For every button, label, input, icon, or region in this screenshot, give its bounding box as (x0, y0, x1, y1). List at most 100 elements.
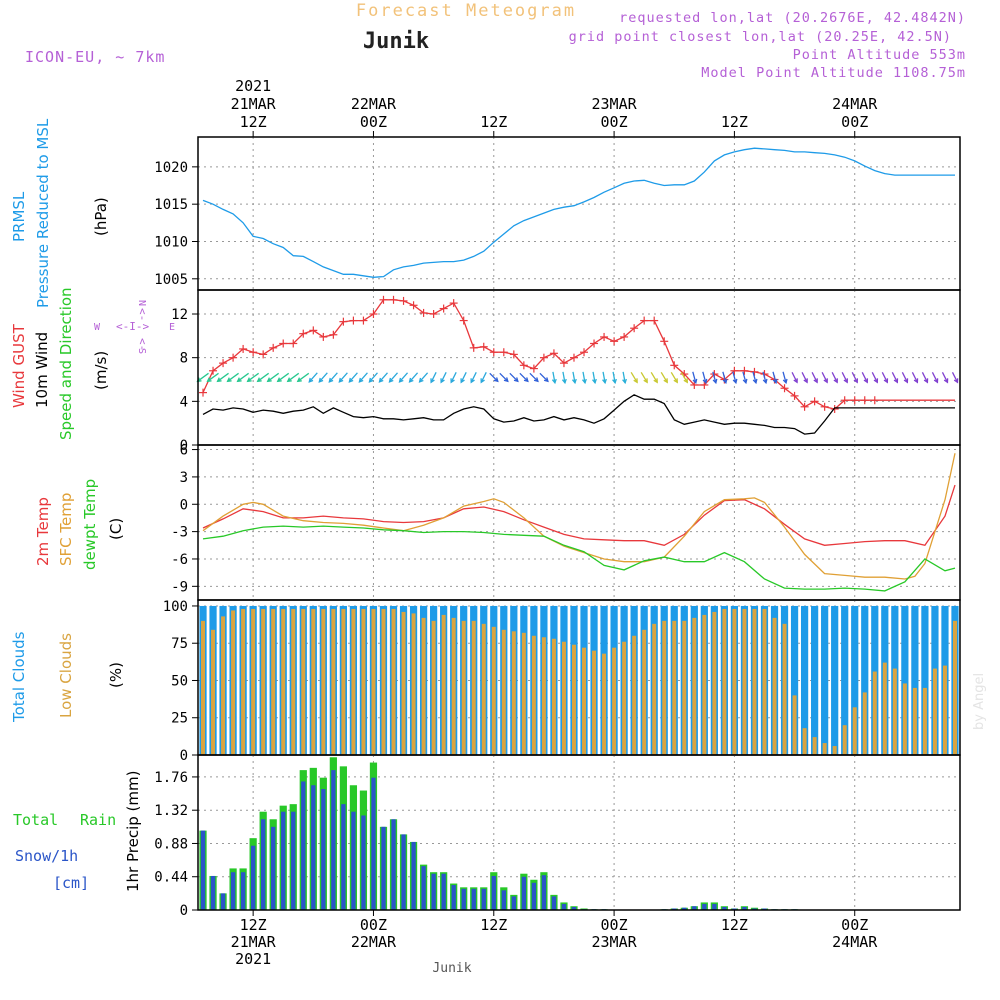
wind-arrow (742, 371, 748, 385)
bar-low-clouds (211, 629, 216, 755)
bar-snow (421, 866, 426, 910)
gust-marker (409, 301, 418, 310)
gust-marker (219, 359, 228, 368)
bar-low-clouds (792, 695, 797, 755)
location-name: Junik (363, 29, 429, 54)
bar-low-clouds (501, 629, 506, 755)
pressure-unit-label: (hPa) (92, 197, 110, 236)
bar-snow (281, 811, 286, 910)
bar-low-clouds (391, 608, 396, 755)
time-label-top: 23MAR (592, 95, 638, 113)
time-label-bottom: 2021 (235, 950, 271, 968)
wind-arrow (308, 372, 318, 383)
gust-marker (810, 397, 819, 406)
bar-low-clouds (772, 617, 777, 755)
bar-low-clouds (622, 641, 627, 755)
wind-arrow (246, 372, 260, 383)
bar-total-clouds (811, 605, 819, 755)
bar-low-clouds (592, 650, 597, 755)
gust-marker (379, 295, 388, 304)
y-tick-label: 1005 (154, 272, 188, 288)
bar-snow (762, 908, 767, 910)
wind-arrow (216, 372, 229, 383)
bar-snow (381, 826, 386, 910)
bar-snow (361, 815, 366, 910)
wind-arrow (368, 372, 378, 383)
bar-snow (712, 903, 717, 910)
bar-snow (431, 873, 436, 910)
gust-marker (590, 339, 599, 348)
wind-arrow (499, 372, 509, 383)
bar-low-clouds (461, 620, 466, 755)
time-label-top: 21MAR (231, 95, 277, 113)
bar-snow (220, 893, 226, 910)
wind-arrow (911, 372, 919, 384)
wind-arrow (460, 372, 467, 384)
gust-marker (319, 332, 328, 341)
gust-marker (660, 337, 669, 346)
bar-snow (481, 888, 486, 910)
gust-marker (459, 316, 468, 325)
bar-snow (521, 876, 527, 910)
clouds-unit-label: (%) (107, 662, 125, 688)
gust-marker (610, 337, 619, 346)
bar-low-clouds (551, 638, 556, 755)
bar-snow (210, 875, 216, 910)
bar-low-clouds (602, 653, 607, 755)
bar-snow (501, 890, 506, 910)
wind-arrow (732, 371, 738, 385)
bar-total-clouds (861, 605, 869, 755)
gust-marker (640, 316, 649, 325)
wind-arrow (841, 372, 848, 384)
series-prmsl (202, 147, 955, 278)
wind-arrow (592, 371, 597, 385)
time-label-bottom: 00Z (841, 916, 868, 934)
wind-arrow (388, 372, 398, 383)
bar-snow (321, 789, 326, 910)
time-label-bottom: 21MAR (231, 933, 277, 951)
wind-arrow (762, 371, 768, 385)
compass-west: W (94, 322, 101, 333)
total-clouds-label: Total Clouds (10, 631, 28, 723)
model-name: ICON-EU, ~ 7km (25, 48, 165, 66)
bar-low-clouds (231, 610, 236, 755)
bar-low-clouds (702, 614, 707, 755)
gust-marker (740, 366, 749, 375)
bar-low-clouds (692, 617, 697, 755)
gust-marker (750, 367, 759, 376)
bar-snow (261, 819, 266, 910)
wind-arrow (640, 371, 648, 384)
time-label-top: 12Z (240, 113, 267, 131)
gust-marker (539, 353, 548, 362)
rain-label: Rain (80, 811, 116, 829)
panel-frame (197, 444, 961, 601)
wind-arrow (440, 372, 447, 384)
gust-marker (299, 329, 308, 338)
bar-low-clouds (842, 725, 847, 755)
y-tick-label: 0 (180, 903, 188, 919)
wind-arrow (630, 371, 638, 384)
gust-marker (229, 353, 238, 362)
wind-arrow (660, 371, 668, 384)
gust-marker (309, 326, 318, 335)
wind-arrow (276, 372, 290, 383)
panel-pressure: 1005 1010 1015 1020 (154, 136, 961, 291)
bar-snow (541, 875, 547, 910)
bar-snow (491, 875, 496, 910)
chart-panels: 100510101015102004812-9-6-30360255075100… (154, 136, 961, 919)
bar-snow (391, 819, 396, 910)
bar-snow (752, 908, 757, 910)
bar-low-clouds (341, 608, 346, 755)
bar-snow (441, 873, 446, 910)
bar-low-clouds (481, 623, 486, 755)
wind-arrow (196, 372, 209, 383)
wind-arrow (891, 372, 899, 384)
bar-low-clouds (582, 647, 586, 755)
wind-arrow (358, 372, 368, 383)
gust-marker (479, 342, 488, 351)
y-tick-label: 50 (171, 673, 188, 689)
bar-low-clouds (762, 608, 767, 755)
precip-unit-label: 1hr Precip (mm) (124, 771, 142, 892)
bar-low-clouds (451, 617, 456, 755)
